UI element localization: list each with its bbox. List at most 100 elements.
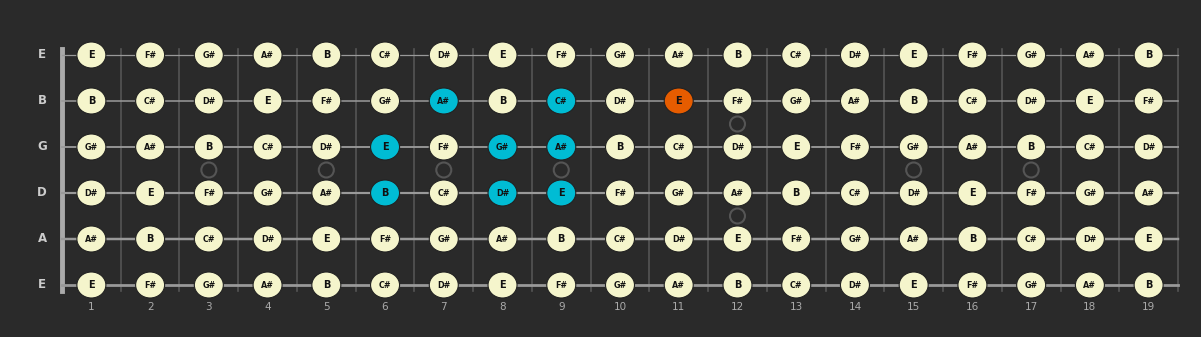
Text: G#: G# (1024, 280, 1038, 289)
Text: E: E (88, 50, 95, 60)
Text: D#: D# (85, 188, 98, 197)
Text: D#: D# (496, 188, 509, 197)
Ellipse shape (195, 226, 223, 252)
Ellipse shape (1017, 180, 1046, 206)
Text: 4: 4 (264, 302, 271, 312)
Ellipse shape (253, 88, 282, 114)
Ellipse shape (253, 226, 282, 252)
Ellipse shape (723, 272, 752, 298)
Text: F#: F# (437, 143, 450, 152)
Ellipse shape (546, 272, 575, 298)
Text: E: E (88, 280, 95, 290)
Text: B: B (1145, 280, 1152, 290)
Ellipse shape (841, 42, 870, 68)
Text: A#: A# (261, 51, 274, 60)
Ellipse shape (253, 180, 282, 206)
Ellipse shape (546, 134, 575, 160)
Ellipse shape (782, 42, 811, 68)
Text: 17: 17 (1024, 302, 1038, 312)
Ellipse shape (253, 272, 282, 298)
Ellipse shape (605, 88, 634, 114)
Ellipse shape (1075, 88, 1105, 114)
Text: B: B (793, 188, 800, 198)
Text: B: B (498, 96, 506, 106)
Text: A#: A# (1083, 280, 1097, 289)
Text: F#: F# (380, 235, 392, 244)
Ellipse shape (371, 134, 400, 160)
Text: G#: G# (1024, 51, 1038, 60)
Ellipse shape (664, 226, 693, 252)
Ellipse shape (136, 180, 165, 206)
Text: E: E (38, 278, 46, 292)
Ellipse shape (841, 88, 870, 114)
Ellipse shape (1134, 180, 1163, 206)
Text: G#: G# (437, 235, 450, 244)
Ellipse shape (664, 180, 693, 206)
Ellipse shape (605, 134, 634, 160)
Text: C#: C# (437, 188, 450, 197)
Ellipse shape (429, 180, 459, 206)
Text: 10: 10 (614, 302, 627, 312)
Text: G#: G# (496, 143, 509, 152)
Ellipse shape (900, 272, 928, 298)
Text: 13: 13 (789, 302, 802, 312)
Ellipse shape (371, 226, 400, 252)
Text: G#: G# (673, 188, 686, 197)
Text: A#: A# (731, 188, 743, 197)
Text: C#: C# (378, 51, 392, 60)
Text: C#: C# (673, 143, 685, 152)
Text: B: B (205, 142, 213, 152)
Text: E: E (500, 280, 506, 290)
Ellipse shape (1075, 134, 1105, 160)
Text: C#: C# (378, 280, 392, 289)
Ellipse shape (136, 226, 165, 252)
Ellipse shape (1017, 134, 1046, 160)
Ellipse shape (136, 88, 165, 114)
Text: A#: A# (85, 235, 97, 244)
Text: 3: 3 (205, 302, 213, 312)
Ellipse shape (723, 226, 752, 252)
Text: E: E (147, 188, 154, 198)
Ellipse shape (1017, 42, 1046, 68)
Text: F#: F# (1026, 188, 1038, 197)
Text: C#: C# (966, 96, 979, 105)
Ellipse shape (605, 180, 634, 206)
Ellipse shape (841, 272, 870, 298)
Text: B: B (1028, 142, 1035, 152)
Text: D#: D# (202, 96, 215, 105)
Ellipse shape (546, 226, 575, 252)
Text: E: E (675, 96, 682, 106)
Text: D#: D# (848, 51, 861, 60)
Text: 16: 16 (966, 302, 979, 312)
Text: 6: 6 (382, 302, 388, 312)
Text: E: E (323, 234, 329, 244)
Text: E: E (558, 188, 564, 198)
Ellipse shape (605, 272, 634, 298)
Text: G#: G# (848, 235, 861, 244)
Ellipse shape (900, 226, 928, 252)
Ellipse shape (195, 42, 223, 68)
Text: E: E (793, 142, 800, 152)
Ellipse shape (488, 180, 516, 206)
Text: 7: 7 (441, 302, 447, 312)
Text: G#: G# (907, 143, 920, 152)
Text: D#: D# (848, 280, 861, 289)
Ellipse shape (900, 88, 928, 114)
Ellipse shape (488, 226, 516, 252)
Text: G#: G# (378, 96, 392, 105)
Text: D#: D# (673, 235, 686, 244)
Ellipse shape (1075, 272, 1105, 298)
Text: D#: D# (319, 143, 333, 152)
Ellipse shape (841, 226, 870, 252)
Ellipse shape (900, 134, 928, 160)
Text: G#: G# (261, 188, 274, 197)
Ellipse shape (488, 88, 516, 114)
Ellipse shape (371, 272, 400, 298)
Text: F#: F# (321, 96, 333, 105)
Ellipse shape (546, 42, 575, 68)
Text: C#: C# (1024, 235, 1038, 244)
Ellipse shape (723, 134, 752, 160)
Ellipse shape (77, 226, 106, 252)
Ellipse shape (605, 42, 634, 68)
Ellipse shape (136, 272, 165, 298)
